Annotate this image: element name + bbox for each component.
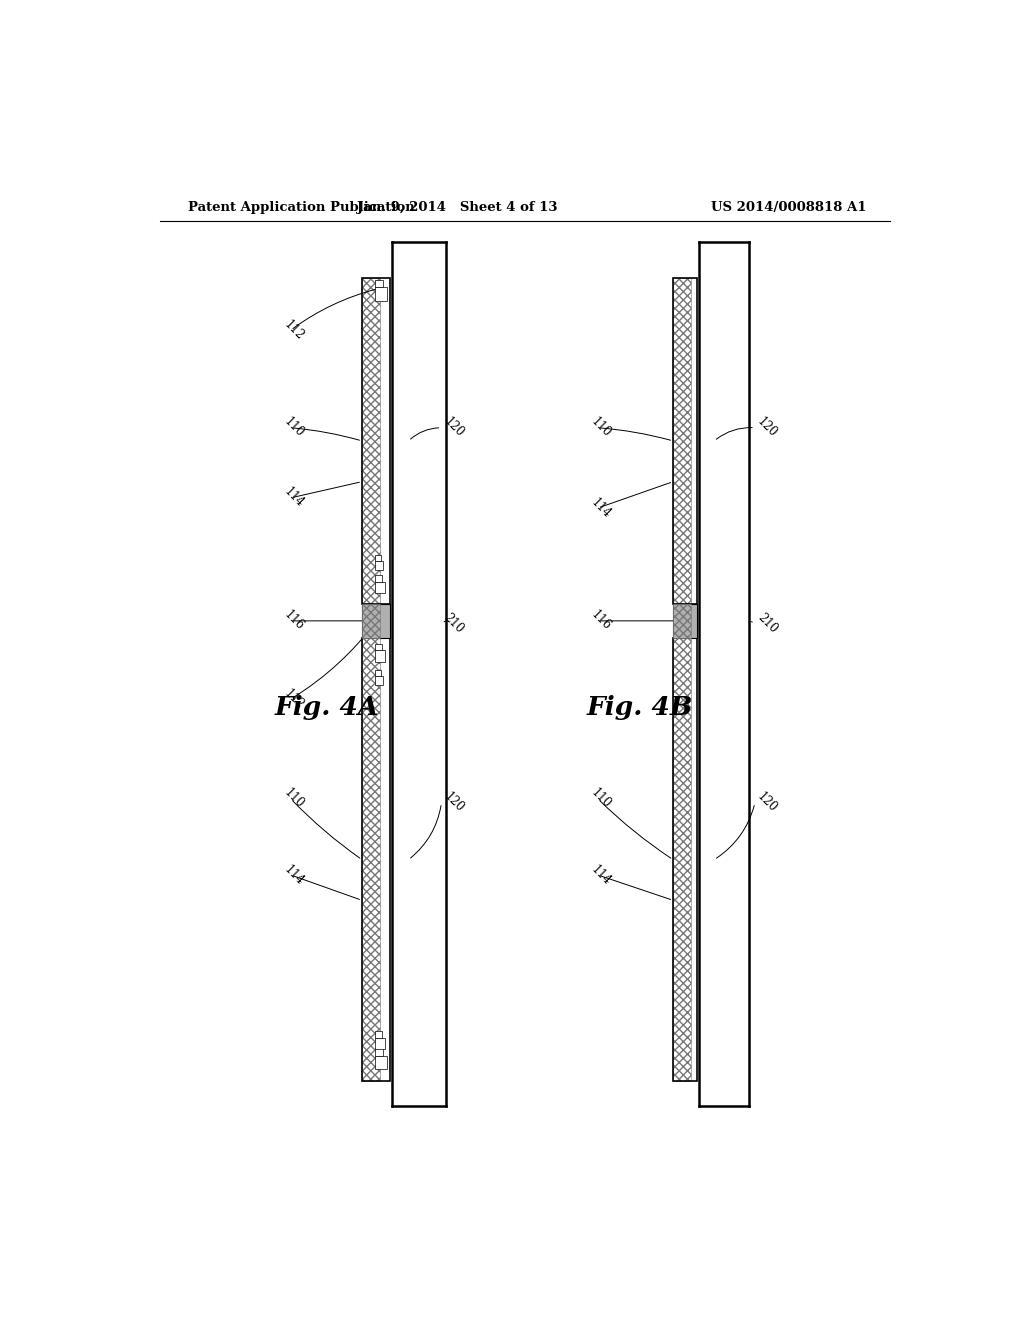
- Bar: [375, 651, 385, 661]
- Bar: [375, 561, 384, 570]
- Text: 114: 114: [282, 486, 306, 511]
- Text: 110: 110: [282, 787, 306, 812]
- Text: 112: 112: [282, 686, 306, 711]
- Text: 114: 114: [588, 862, 613, 887]
- Text: Fig. 4A: Fig. 4A: [274, 694, 379, 719]
- Bar: [362, 638, 380, 1081]
- Text: 114: 114: [282, 862, 306, 887]
- Bar: [673, 603, 697, 638]
- Text: Fig. 4B: Fig. 4B: [587, 694, 693, 719]
- Bar: [375, 1056, 387, 1069]
- Text: 116: 116: [282, 609, 306, 634]
- Text: Patent Application Publication: Patent Application Publication: [187, 201, 415, 214]
- Bar: [375, 288, 387, 301]
- Text: 120: 120: [441, 416, 466, 440]
- Bar: [375, 556, 381, 561]
- Bar: [673, 638, 697, 1081]
- Text: US 2014/0008818 A1: US 2014/0008818 A1: [711, 201, 866, 214]
- Text: 210: 210: [441, 610, 466, 635]
- Bar: [673, 279, 697, 603]
- Text: 110: 110: [282, 416, 306, 440]
- Bar: [375, 676, 384, 685]
- Text: 120: 120: [755, 416, 780, 440]
- Text: 120: 120: [755, 791, 780, 816]
- Bar: [673, 603, 690, 638]
- Bar: [362, 603, 380, 638]
- Bar: [362, 279, 390, 603]
- Text: 110: 110: [588, 416, 613, 440]
- Bar: [375, 1038, 385, 1049]
- Text: 112: 112: [282, 318, 306, 343]
- Text: 116: 116: [588, 609, 613, 634]
- Bar: [375, 671, 381, 676]
- Bar: [375, 280, 383, 288]
- Text: 210: 210: [755, 610, 780, 635]
- Text: 114: 114: [588, 495, 613, 520]
- Bar: [375, 1031, 382, 1038]
- Bar: [362, 603, 390, 638]
- Bar: [375, 1048, 383, 1056]
- Bar: [362, 279, 380, 603]
- Bar: [375, 576, 382, 582]
- Bar: [362, 638, 390, 1081]
- Bar: [673, 638, 690, 1081]
- Text: Jan. 9, 2014   Sheet 4 of 13: Jan. 9, 2014 Sheet 4 of 13: [357, 201, 558, 214]
- Bar: [375, 644, 382, 651]
- Bar: [375, 582, 385, 594]
- Text: 120: 120: [441, 791, 466, 816]
- Text: 110: 110: [588, 787, 613, 812]
- Bar: [673, 279, 690, 603]
